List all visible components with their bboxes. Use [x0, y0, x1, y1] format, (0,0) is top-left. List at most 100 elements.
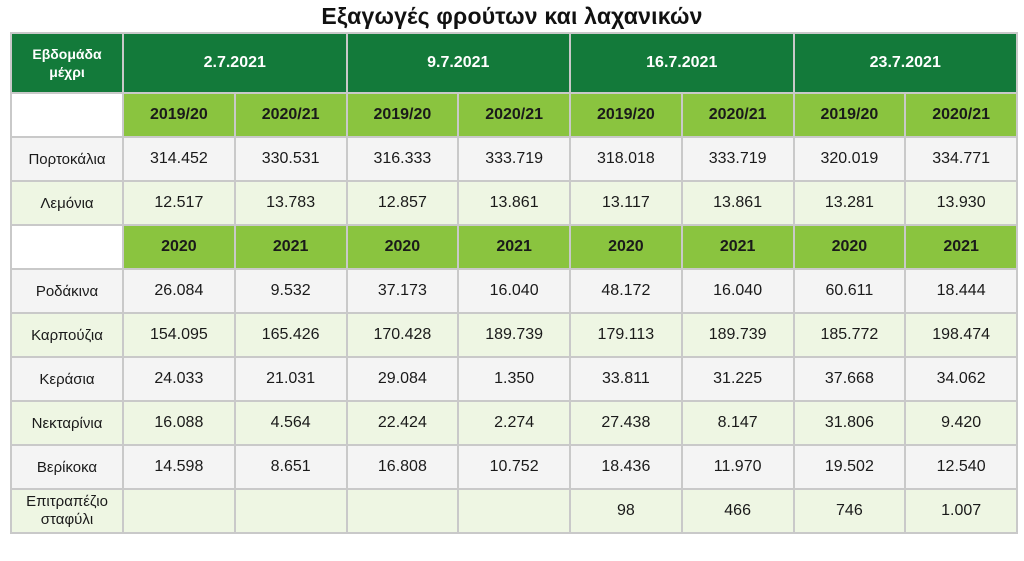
table-cell: 334.771	[904, 136, 1018, 182]
empty-cell	[10, 224, 124, 270]
table-cell: 746	[792, 488, 907, 534]
season-header: 2019/20	[569, 92, 683, 138]
year-header: 2021	[904, 224, 1018, 270]
table-cell	[345, 488, 460, 534]
row-label: Κεράσια	[10, 356, 124, 402]
week-header: 23.7.2021	[792, 32, 1018, 94]
season-header: 2020/21	[457, 92, 571, 138]
season-header: 2019/20	[345, 92, 460, 138]
row-label: Επιτραπέζιο σταφύλι	[10, 488, 124, 534]
year-header: 2020	[569, 224, 683, 270]
year-header: 2020	[792, 224, 907, 270]
table-cell: 18.436	[569, 444, 683, 490]
table-cell: 18.444	[904, 268, 1018, 314]
year-header: 2021	[233, 224, 348, 270]
row-label: Ροδάκινα	[10, 268, 124, 314]
table-cell: 179.113	[569, 312, 683, 358]
table-cell: 13.783	[233, 180, 348, 226]
table-cell: 189.739	[457, 312, 571, 358]
table-row: Νεκταρίνια 16.088 4.564 22.424 2.274 27.…	[10, 400, 1018, 446]
exports-table: Εβδομάδα μέχρι 2.7.2021 9.7.2021 16.7.20…	[10, 32, 1018, 534]
table-cell: 318.018	[569, 136, 683, 182]
table-cell: 333.719	[680, 136, 795, 182]
table-cell	[233, 488, 348, 534]
table-row: Βερίκοκα 14.598 8.651 16.808 10.752 18.4…	[10, 444, 1018, 490]
table-cell: 13.861	[680, 180, 795, 226]
table-cell: 98	[569, 488, 683, 534]
table-cell: 37.173	[345, 268, 460, 314]
table-cell: 31.806	[792, 400, 907, 446]
season-header: 2020/21	[233, 92, 348, 138]
week-header-row: Εβδομάδα μέχρι 2.7.2021 9.7.2021 16.7.20…	[10, 32, 1018, 94]
table-cell: 13.930	[904, 180, 1018, 226]
table-cell: 8.651	[233, 444, 348, 490]
table-cell: 60.611	[792, 268, 907, 314]
table-title: Εξαγωγές φρούτων και λαχανικών	[321, 3, 703, 29]
table-row: Επιτραπέζιο σταφύλι 98 466 746 1.007	[10, 488, 1018, 534]
table-cell: 31.225	[680, 356, 795, 402]
table-cell: 27.438	[569, 400, 683, 446]
week-header: 2.7.2021	[122, 32, 348, 94]
table-cell: 12.857	[345, 180, 460, 226]
table-cell: 154.095	[122, 312, 236, 358]
table-cell: 48.172	[569, 268, 683, 314]
table-cell: 320.019	[792, 136, 907, 182]
season-header: 2020/21	[904, 92, 1018, 138]
table-cell: 13.861	[457, 180, 571, 226]
table-cell: 198.474	[904, 312, 1018, 358]
table-cell: 10.752	[457, 444, 571, 490]
table-cell: 26.084	[122, 268, 236, 314]
table-cell: 33.811	[569, 356, 683, 402]
table-cell: 165.426	[233, 312, 348, 358]
table-row: Κεράσια 24.033 21.031 29.084 1.350 33.81…	[10, 356, 1018, 402]
row-label-line-1: Επιτραπέζιο	[26, 493, 108, 510]
season-header-row: 2019/20 2020/21 2019/20 2020/21 2019/20 …	[10, 92, 1018, 138]
table-cell: 29.084	[345, 356, 460, 402]
table-row: Καρπούζια 154.095 165.426 170.428 189.73…	[10, 312, 1018, 358]
year-header: 2020	[122, 224, 236, 270]
table-cell: 314.452	[122, 136, 236, 182]
empty-cell	[10, 92, 124, 138]
table-cell: 11.970	[680, 444, 795, 490]
table-cell: 316.333	[345, 136, 460, 182]
table-cell: 9.420	[904, 400, 1018, 446]
table-row: Πορτοκάλια 314.452 330.531 316.333 333.7…	[10, 136, 1018, 182]
table-cell: 13.117	[569, 180, 683, 226]
corner-label-line-1: Εβδομάδα	[32, 46, 102, 62]
year-header: 2021	[457, 224, 571, 270]
table-cell: 16.088	[122, 400, 236, 446]
table-cell: 22.424	[345, 400, 460, 446]
table-cell: 12.540	[904, 444, 1018, 490]
table-cell: 4.564	[233, 400, 348, 446]
table-cell: 16.808	[345, 444, 460, 490]
corner-label-line-2: μέχρι	[49, 64, 85, 80]
row-label: Βερίκοκα	[10, 444, 124, 490]
table-cell: 333.719	[457, 136, 571, 182]
table-cell: 14.598	[122, 444, 236, 490]
table-row: Λεμόνια 12.517 13.783 12.857 13.861 13.1…	[10, 180, 1018, 226]
table-cell: 19.502	[792, 444, 907, 490]
table-cell: 34.062	[904, 356, 1018, 402]
row-label: Καρπούζια	[10, 312, 124, 358]
season-header: 2019/20	[122, 92, 236, 138]
season-header: 2019/20	[792, 92, 907, 138]
table-cell: 24.033	[122, 356, 236, 402]
row-label: Πορτοκάλια	[10, 136, 124, 182]
week-header: 16.7.2021	[569, 32, 795, 94]
table-cell: 37.668	[792, 356, 907, 402]
year-header-row: 2020 2021 2020 2021 2020 2021 2020 2021	[10, 224, 1018, 270]
table-cell: 330.531	[233, 136, 348, 182]
season-header: 2020/21	[680, 92, 795, 138]
table-cell	[122, 488, 236, 534]
row-label-line-2: σταφύλι	[40, 511, 94, 528]
week-corner-label: Εβδομάδα μέχρι	[10, 32, 124, 94]
table-cell: 12.517	[122, 180, 236, 226]
table-cell: 1.007	[904, 488, 1018, 534]
row-label: Νεκταρίνια	[10, 400, 124, 446]
table-cell: 2.274	[457, 400, 571, 446]
table-cell: 13.281	[792, 180, 907, 226]
table-cell: 1.350	[457, 356, 571, 402]
table-cell	[457, 488, 571, 534]
table-cell: 8.147	[680, 400, 795, 446]
table-cell: 466	[680, 488, 795, 534]
